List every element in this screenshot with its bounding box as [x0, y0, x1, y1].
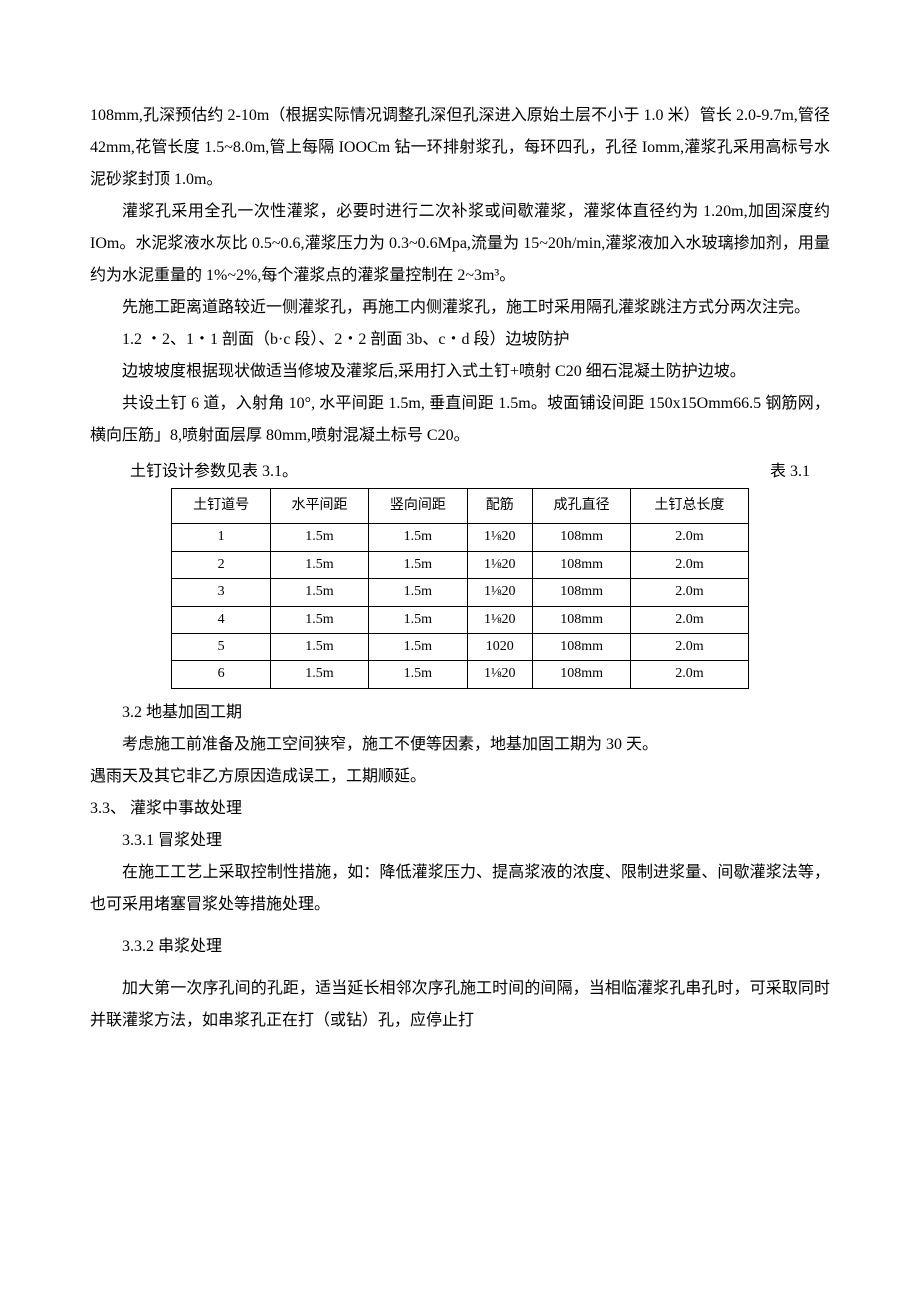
table-cell: 1⅛20 [467, 551, 532, 578]
paragraph-1: 108mm,孔深预估约 2-10m（根据实际情况调整孔深但孔深进入原始土层不小于… [90, 100, 830, 196]
table-cell: 2.0m [631, 524, 748, 551]
table-row: 41.5m1.5m1⅛20108mm2.0m [172, 606, 748, 633]
table-cell: 1 [172, 524, 270, 551]
table-cell: 1.5m [369, 606, 467, 633]
table-row: 61.5m1.5m1⅛20108mm2.0m [172, 661, 748, 688]
table-cell: 108mm [532, 606, 630, 633]
th-3: 配筋 [467, 489, 532, 524]
paragraph-5: 边坡坡度根据现状做适当修坡及灌浆后,采用打入式土钉+喷射 C20 细石混凝土防护… [90, 356, 830, 388]
table-cell: 3 [172, 579, 270, 606]
table-row: 51.5m1.5m1020108mm2.0m [172, 633, 748, 660]
paragraph-2: 灌浆孔采用全孔一次性灌浆，必要时进行二次补浆或间歇灌浆，灌浆体直径约为 1.20… [90, 196, 830, 292]
table-caption: 土钉设计参数见表 3.1。 表 3.1 [90, 456, 830, 488]
th-5: 土钉总长度 [631, 489, 748, 524]
table-cell: 1⅛20 [467, 524, 532, 551]
table-cell: 2.0m [631, 633, 748, 660]
table-cell: 1.5m [270, 579, 368, 606]
table-cell: 1.5m [270, 633, 368, 660]
th-2: 竖向间距 [369, 489, 467, 524]
table-row: 21.5m1.5m1⅛20108mm2.0m [172, 551, 748, 578]
soil-nail-table: 土钉道号 水平间距 竖向间距 配筋 成孔直径 土钉总长度 11.5m1.5m1⅛… [171, 488, 748, 689]
table-cell: 108mm [532, 524, 630, 551]
table-cell: 6 [172, 661, 270, 688]
table-cell: 1⅛20 [467, 579, 532, 606]
table-cell: 1⅛20 [467, 661, 532, 688]
th-4: 成孔直径 [532, 489, 630, 524]
paragraph-a3: 遇雨天及其它非乙方原因造成误工，工期顺延。 [90, 761, 830, 793]
paragraph-a8: 加大第一次序孔间的孔距，适当延长相邻次序孔施工时间的间隔，当相临灌浆孔串孔时，可… [90, 973, 830, 1037]
table-cell: 1.5m [369, 551, 467, 578]
section-3-3-2: 3.3.2 串浆处理 [90, 931, 830, 963]
table-cell: 1.5m [270, 524, 368, 551]
table-cell: 2.0m [631, 551, 748, 578]
table-cell: 108mm [532, 661, 630, 688]
table-body: 11.5m1.5m1⅛20108mm2.0m21.5m1.5m1⅛20108mm… [172, 524, 748, 688]
table-row: 11.5m1.5m1⅛20108mm2.0m [172, 524, 748, 551]
table-cell: 1.5m [270, 606, 368, 633]
table-cell: 2.0m [631, 579, 748, 606]
table-cell: 1020 [467, 633, 532, 660]
table-cell: 1⅛20 [467, 606, 532, 633]
paragraph-3: 先施工距离道路较近一侧灌浆孔，再施工内侧灌浆孔，施工时采用隔孔灌浆跳注方式分两次… [90, 292, 830, 324]
paragraph-6: 共设土钉 6 道，入射角 10°, 水平间距 1.5m, 垂直间距 1.5m。坡… [90, 388, 830, 452]
section-3-3: 3.3、 灌浆中事故处理 [90, 793, 830, 825]
paragraph-a6: 在施工工艺上采取控制性措施，如：降低灌浆压力、提高浆液的浓度、限制进浆量、间歇灌… [90, 857, 830, 921]
table-cell: 2.0m [631, 661, 748, 688]
table-caption-left: 土钉设计参数见表 3.1。 [130, 456, 298, 488]
table-row: 31.5m1.5m1⅛20108mm2.0m [172, 579, 748, 606]
table-cell: 2 [172, 551, 270, 578]
table-cell: 108mm [532, 551, 630, 578]
paragraph-4: 1.2 ・2、1・1 剖面（b·c 段）、2・2 剖面 3b、c・d 段）边坡防… [90, 324, 830, 356]
table-cell: 1.5m [369, 524, 467, 551]
table-cell: 1.5m [270, 551, 368, 578]
table-cell: 2.0m [631, 606, 748, 633]
section-3-2: 3.2 地基加固工期 [90, 697, 830, 729]
table-header-row: 土钉道号 水平间距 竖向间距 配筋 成孔直径 土钉总长度 [172, 489, 748, 524]
table-caption-right: 表 3.1 [770, 456, 810, 488]
section-3-3-1: 3.3.1 冒浆处理 [90, 825, 830, 857]
th-0: 土钉道号 [172, 489, 270, 524]
table-cell: 1.5m [270, 661, 368, 688]
table-cell: 4 [172, 606, 270, 633]
table-cell: 108mm [532, 579, 630, 606]
table-cell: 108mm [532, 633, 630, 660]
table-cell: 1.5m [369, 661, 467, 688]
paragraph-a2: 考虑施工前准备及施工空间狭窄，施工不便等因素，地基加固工期为 30 天。 [90, 729, 830, 761]
th-1: 水平间距 [270, 489, 368, 524]
table-cell: 1.5m [369, 633, 467, 660]
table-cell: 5 [172, 633, 270, 660]
table-cell: 1.5m [369, 579, 467, 606]
